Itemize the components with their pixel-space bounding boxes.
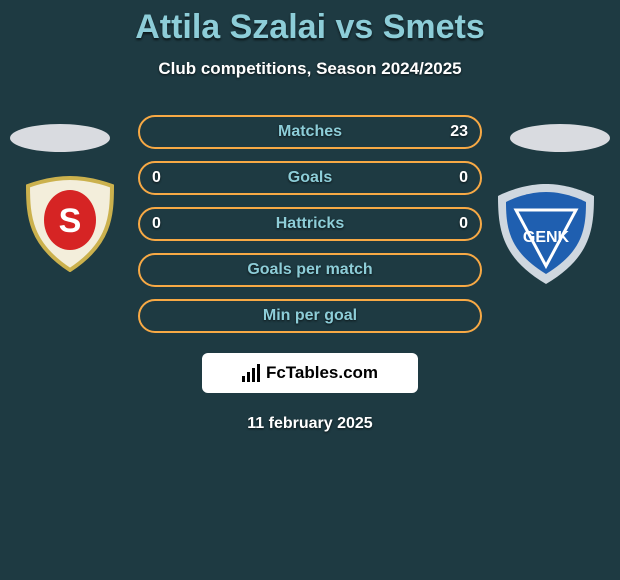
page-subtitle: Club competitions, Season 2024/2025 xyxy=(0,59,620,79)
stat-value-left: 0 xyxy=(152,169,161,187)
comparison-card: Attila Szalai vs Smets Club competitions… xyxy=(0,0,620,433)
stat-row: Goals per match xyxy=(138,253,482,287)
stat-label: Goals xyxy=(288,169,332,187)
stat-value-right: 0 xyxy=(459,215,468,233)
footer-date: 11 february 2025 xyxy=(0,415,620,433)
brand-text: FcTables.com xyxy=(266,363,378,383)
stat-label: Min per goal xyxy=(263,307,357,325)
stat-label: Goals per match xyxy=(247,261,372,279)
stat-row: 0 Goals 0 xyxy=(138,161,482,195)
stat-value-right: 23 xyxy=(450,123,468,141)
stat-row: 0 Hattricks 0 xyxy=(138,207,482,241)
stat-value-left: 0 xyxy=(152,215,161,233)
stats-area: Matches 23 0 Goals 0 0 Hattricks 0 Goals per mat… xyxy=(0,115,620,333)
page-title: Attila Szalai vs Smets xyxy=(0,8,620,47)
stat-label: Matches xyxy=(278,123,342,141)
stat-row: Matches 23 xyxy=(138,115,482,149)
stat-row: Min per goal xyxy=(138,299,482,333)
stat-label: Hattricks xyxy=(276,215,344,233)
brand-badge: FcTables.com xyxy=(202,353,418,393)
bar-chart-icon xyxy=(242,364,260,382)
stat-rows: Matches 23 0 Goals 0 0 Hattricks 0 Goals per mat… xyxy=(138,115,482,333)
stat-value-right: 0 xyxy=(459,169,468,187)
